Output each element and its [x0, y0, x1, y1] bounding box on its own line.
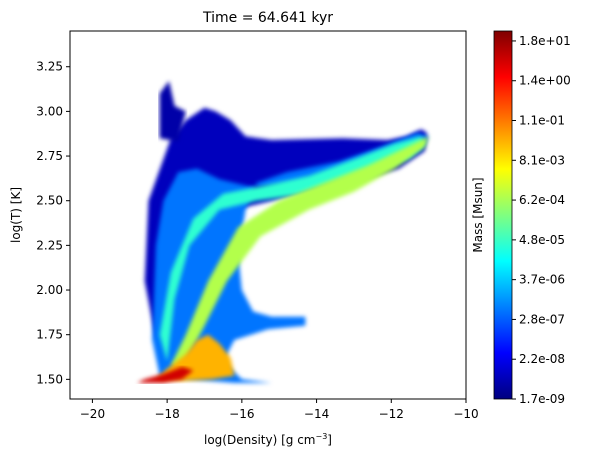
- x-tick-label: −18: [154, 407, 179, 421]
- colorbar-tick-label: 2.8e-07: [519, 312, 565, 326]
- x-axis-ticks: −20 −18 −16 −14 −12 −10: [80, 399, 479, 421]
- y-axis-label: log(T) [K]: [9, 187, 23, 243]
- y-tick-label: 3.00: [36, 104, 63, 118]
- colorbar-tick-label: 6.2e-04: [519, 193, 565, 207]
- x-tick-label: −20: [80, 407, 105, 421]
- chart-title: Time = 64.641 kyr: [202, 10, 333, 26]
- region-core-peak: [137, 366, 194, 383]
- y-tick-label: 2.00: [36, 283, 63, 297]
- colorbar-label: Mass [Msun]: [471, 177, 485, 252]
- y-axis-ticks: 1.50 1.75 2.00 2.25 2.50 2.75 3.00 3.25: [36, 60, 70, 386]
- plot-frame: [69, 30, 467, 400]
- colorbar-tick-label: 1.1e-01: [519, 114, 565, 128]
- x-tick-label: −10: [453, 407, 478, 421]
- y-tick-label: 1.75: [36, 328, 63, 342]
- plot-area: [69, 30, 467, 400]
- y-tick-label: 3.25: [36, 60, 63, 74]
- x-tick-label: −16: [229, 407, 254, 421]
- x-tick-label: −14: [304, 407, 329, 421]
- x-axis-label: log(Density) [g cm−3]: [204, 432, 332, 447]
- region-hot-diagonal: [170, 136, 429, 369]
- colorbar-tick-label: 4.8e-05: [519, 233, 565, 247]
- y-tick-label: 2.50: [36, 194, 63, 208]
- colorbar-tick-label: 1.8e+01: [519, 34, 571, 48]
- colorbar-tick-label: 2.2e-08: [519, 352, 565, 366]
- colorbar-ticks: 1.7e-09 2.2e-08 2.8e-07 3.7e-06 4.8e-05 6.2e-…: [512, 34, 571, 406]
- y-tick-label: 2.25: [36, 238, 63, 252]
- colorbar-tick-label: 3.7e-06: [519, 273, 565, 287]
- region-upper-plume: [159, 81, 186, 142]
- y-tick-label: 2.75: [36, 149, 63, 163]
- colorbar-gradient: [493, 30, 513, 400]
- colorbar-tick-label: 1.7e-09: [519, 392, 565, 406]
- x-tick-label: −12: [379, 407, 404, 421]
- colorbar-tick-label: 8.1e-03: [519, 153, 565, 167]
- colorbar-tick-label: 1.4e+00: [519, 74, 571, 88]
- y-tick-label: 1.50: [36, 372, 63, 386]
- density-temperature-histogram: [137, 81, 429, 383]
- colorbar: 1.7e-09 2.2e-08 2.8e-07 3.7e-06 4.8e-05 6.2e-…: [471, 30, 571, 406]
